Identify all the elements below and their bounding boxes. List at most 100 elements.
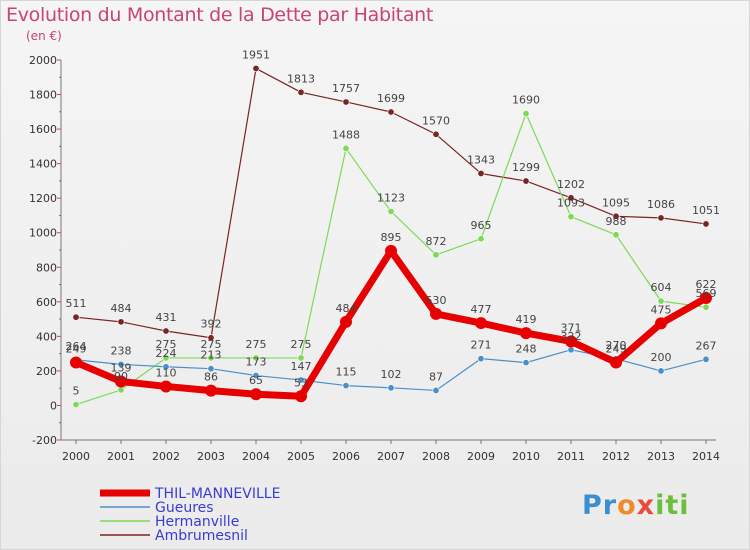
data-point <box>702 220 710 228</box>
data-point <box>522 177 530 185</box>
x-tick-label: 2013 <box>647 450 675 463</box>
data-label: 431 <box>156 311 177 324</box>
data-point <box>295 390 307 403</box>
data-point <box>657 297 665 305</box>
x-tick-label: 2014 <box>692 450 720 463</box>
proxiti-logo: Proxiti <box>582 490 690 521</box>
data-label: 110 <box>156 366 177 379</box>
data-label: 475 <box>651 303 672 316</box>
data-label: 271 <box>471 339 492 352</box>
legend: THIL-MANNEVILLEGueuresHermanvilleAmbrume… <box>100 486 280 544</box>
y-tick-label: 400 <box>36 330 57 343</box>
data-point <box>475 317 487 330</box>
y-tick-label: 1000 <box>29 227 57 240</box>
data-point <box>72 313 80 321</box>
x-tick-label: 2007 <box>377 450 405 463</box>
data-point <box>162 327 170 335</box>
data-label: 139 <box>111 361 132 374</box>
data-label: 511 <box>66 297 87 310</box>
data-point <box>207 334 215 342</box>
data-label: 1095 <box>602 196 630 209</box>
data-label: 569 <box>696 287 717 300</box>
data-point <box>252 372 260 380</box>
data-label: 86 <box>204 371 218 384</box>
data-label: 275 <box>246 338 267 351</box>
logo-part: iti <box>655 490 690 521</box>
data-label: 115 <box>336 366 357 379</box>
data-label: 1051 <box>692 204 720 217</box>
data-label: 1951 <box>242 48 270 61</box>
y-tick-label: 2000 <box>29 54 57 67</box>
y-tick-label: 0 <box>50 399 57 412</box>
data-label: 1123 <box>377 191 405 204</box>
data-label: 988 <box>606 215 627 228</box>
y-tick-label: -200 <box>32 434 57 447</box>
data-label: 1086 <box>647 198 675 211</box>
data-point <box>385 244 397 257</box>
legend-label: Ambrumesnil <box>155 528 248 544</box>
data-label: 173 <box>246 356 267 369</box>
data-label: 147 <box>291 360 312 373</box>
data-point <box>115 375 127 388</box>
data-label: 622 <box>696 278 717 291</box>
data-point <box>700 292 712 305</box>
data-label: 1488 <box>332 128 360 141</box>
data-label: 604 <box>651 281 672 294</box>
data-label: 267 <box>696 339 717 352</box>
data-point <box>477 355 485 363</box>
data-label: 1202 <box>557 178 585 191</box>
data-point <box>207 354 215 362</box>
data-point <box>205 384 217 397</box>
data-point <box>655 317 667 330</box>
x-tick-label: 2010 <box>512 450 540 463</box>
x-tick-label: 2006 <box>332 450 360 463</box>
data-point <box>565 335 577 348</box>
data-label: 1813 <box>287 72 315 85</box>
data-label: 275 <box>201 338 222 351</box>
data-point <box>117 360 125 368</box>
data-label: 1093 <box>557 197 585 210</box>
x-tick-label: 2000 <box>62 450 90 463</box>
axes: -200 0 200 400 600 800 1000 1200 1400 1600 1800 200… <box>29 54 720 463</box>
data-label: 5 <box>73 385 80 398</box>
data-label: 1343 <box>467 153 495 166</box>
data-label: 213 <box>201 349 222 362</box>
data-label: 248 <box>516 343 537 356</box>
data-label: 249 <box>606 342 627 355</box>
x-tick-label: 2002 <box>152 450 180 463</box>
data-label: 895 <box>381 231 402 244</box>
data-label: 965 <box>471 219 492 232</box>
y-tick-label: 200 <box>36 365 57 378</box>
data-label: 1757 <box>332 82 360 95</box>
data-label: 419 <box>516 313 537 326</box>
x-tick-label: 2003 <box>197 450 225 463</box>
data-point <box>520 327 532 340</box>
data-label: 90 <box>114 370 128 383</box>
data-point <box>340 315 352 328</box>
data-point <box>70 356 82 369</box>
data-label: 1570 <box>422 114 450 127</box>
data-point <box>702 303 710 311</box>
data-label: 275 <box>156 338 177 351</box>
data-point <box>610 356 622 369</box>
x-tick-label: 2008 <box>422 450 450 463</box>
legend-label: Hermanville <box>155 514 239 530</box>
data-point <box>252 64 260 72</box>
data-point <box>567 194 575 202</box>
data-point <box>117 318 125 326</box>
data-point <box>342 144 350 152</box>
data-label: 87 <box>429 370 443 383</box>
data-label: 1299 <box>512 161 540 174</box>
legend-label: THIL-MANNEVILLE <box>154 486 280 502</box>
data-label: 1699 <box>377 92 405 105</box>
data-label: 264 <box>66 340 87 353</box>
data-point <box>477 235 485 243</box>
y-tick-label: 1200 <box>29 192 57 205</box>
data-label: 1690 <box>512 94 540 107</box>
x-tick-label: 2011 <box>557 450 585 463</box>
y-tick-label: 1600 <box>29 123 57 136</box>
data-point <box>522 359 530 367</box>
chart-title: Evolution du Montant de la Dette par Hab… <box>6 4 434 26</box>
data-label: 484 <box>111 302 132 315</box>
